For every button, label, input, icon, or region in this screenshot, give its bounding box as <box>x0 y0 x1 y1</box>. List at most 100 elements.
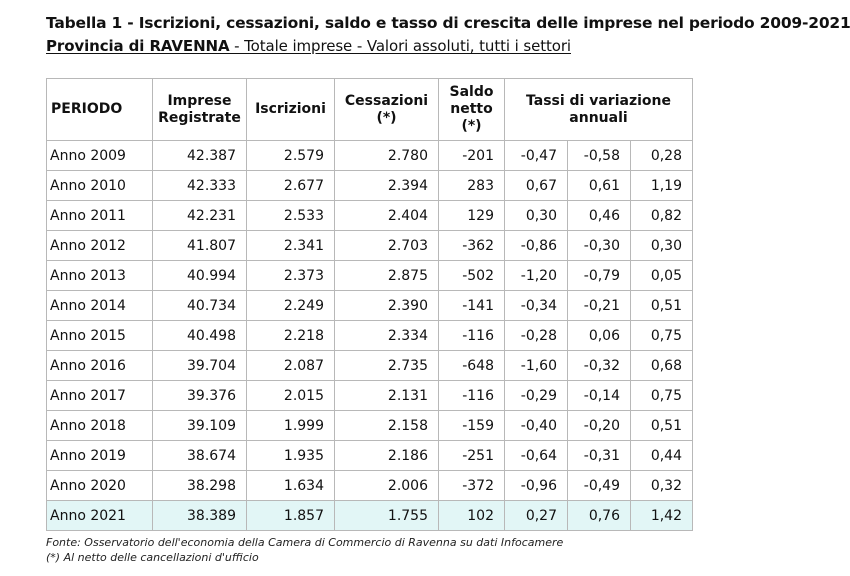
cell-saldo: 129 <box>438 200 505 231</box>
cell-imprese: 40.994 <box>152 260 247 291</box>
cell-cessazioni: 2.390 <box>334 290 439 321</box>
cell-saldo: -116 <box>438 320 505 351</box>
cell-t1: -0,64 <box>504 440 568 471</box>
cell-t2: -0,21 <box>567 290 631 321</box>
cell-imprese: 42.387 <box>152 140 247 171</box>
cell-t1: 0,67 <box>504 170 568 201</box>
cell-t3: 0,51 <box>630 410 693 441</box>
cell-imprese: 39.109 <box>152 410 247 441</box>
cell-t3: 0,32 <box>630 470 693 501</box>
cell-iscrizioni: 1.634 <box>246 470 335 501</box>
cell-iscrizioni: 1.935 <box>246 440 335 471</box>
cell-imprese: 38.298 <box>152 470 247 501</box>
cell-cessazioni: 2.334 <box>334 320 439 351</box>
table-row: Anno 2010 42.333 2.677 2.394 283 0,67 0,61 1,19 <box>46 170 693 201</box>
cell-saldo: -648 <box>438 350 505 381</box>
cell-t1: -0,47 <box>504 140 568 171</box>
cell-periodo: Anno 2019 <box>46 440 153 471</box>
cell-imprese: 39.704 <box>152 350 247 381</box>
cell-saldo: -201 <box>438 140 505 171</box>
cell-saldo: -372 <box>438 470 505 501</box>
cell-periodo: Anno 2014 <box>46 290 153 321</box>
cell-iscrizioni: 2.087 <box>246 350 335 381</box>
table-row: Anno 2016 39.704 2.087 2.735 -648 -1,60 -0,32 0… <box>46 350 693 381</box>
cell-t3: 0,75 <box>630 320 693 351</box>
cell-t1: 0,27 <box>504 500 568 531</box>
cell-iscrizioni: 2.015 <box>246 380 335 411</box>
cell-periodo: Anno 2013 <box>46 260 153 291</box>
cell-t1: -0,34 <box>504 290 568 321</box>
cell-t2: -0,14 <box>567 380 631 411</box>
cell-t1: -0,28 <box>504 320 568 351</box>
cell-periodo: Anno 2012 <box>46 230 153 261</box>
header-cessazioni: Cessazioni (*) <box>334 78 439 141</box>
subtitle-rest: - Totale imprese - Valori assoluti, tutt… <box>229 37 571 55</box>
data-table: PERIODO Imprese Registrate Iscrizioni Ce… <box>46 78 693 531</box>
cell-saldo: -159 <box>438 410 505 441</box>
cell-t3: 0,28 <box>630 140 693 171</box>
table-row: Anno 2009 42.387 2.579 2.780 -201 -0,47 -0,58 0… <box>46 140 693 171</box>
cell-iscrizioni: 2.249 <box>246 290 335 321</box>
cell-periodo: Anno 2017 <box>46 380 153 411</box>
header-imprese: Imprese Registrate <box>152 78 247 141</box>
cell-t2: -0,58 <box>567 140 631 171</box>
cell-saldo: -141 <box>438 290 505 321</box>
cell-t2: -0,32 <box>567 350 631 381</box>
cell-imprese: 42.231 <box>152 200 247 231</box>
cell-saldo: 283 <box>438 170 505 201</box>
cell-t1: -1,20 <box>504 260 568 291</box>
cell-t3: 1,19 <box>630 170 693 201</box>
cell-imprese: 41.807 <box>152 230 247 261</box>
cell-cessazioni: 1.755 <box>334 500 439 531</box>
cell-t2: 0,46 <box>567 200 631 231</box>
cell-periodo: Anno 2021 <box>46 500 153 531</box>
cell-iscrizioni: 2.341 <box>246 230 335 261</box>
table-row: Anno 2015 40.498 2.218 2.334 -116 -0,28 0,06 0,… <box>46 320 693 351</box>
cell-t3: 1,42 <box>630 500 693 531</box>
header-saldo: Saldo netto (*) <box>438 78 505 141</box>
table-row: Anno 2013 40.994 2.373 2.875 -502 -1,20 -0,79 0… <box>46 260 693 291</box>
cell-imprese: 38.389 <box>152 500 247 531</box>
table-body: Anno 2009 42.387 2.579 2.780 -201 -0,47 -0,58 0… <box>46 140 693 531</box>
cell-saldo: -362 <box>438 230 505 261</box>
cell-t2: -0,31 <box>567 440 631 471</box>
cell-cessazioni: 2.735 <box>334 350 439 381</box>
cell-imprese: 39.376 <box>152 380 247 411</box>
cell-t3: 0,82 <box>630 200 693 231</box>
cell-t2: -0,79 <box>567 260 631 291</box>
cell-t2: 0,06 <box>567 320 631 351</box>
cell-t1: -0,86 <box>504 230 568 261</box>
cell-cessazioni: 2.006 <box>334 470 439 501</box>
table-title: Tabella 1 - Iscrizioni, cessazioni, sald… <box>46 14 850 32</box>
cell-cessazioni: 2.404 <box>334 200 439 231</box>
cell-t1: -0,96 <box>504 470 568 501</box>
cell-t2: -0,30 <box>567 230 631 261</box>
cell-periodo: Anno 2020 <box>46 470 153 501</box>
cell-saldo: -251 <box>438 440 505 471</box>
cell-t2: 0,76 <box>567 500 631 531</box>
cell-t3: 0,68 <box>630 350 693 381</box>
header-periodo: PERIODO <box>46 78 153 141</box>
cell-iscrizioni: 1.999 <box>246 410 335 441</box>
cell-cessazioni: 2.394 <box>334 170 439 201</box>
cell-cessazioni: 2.703 <box>334 230 439 261</box>
cell-t3: 0,05 <box>630 260 693 291</box>
cell-t3: 0,75 <box>630 380 693 411</box>
table-row: Anno 2017 39.376 2.015 2.131 -116 -0,29 -0,14 0… <box>46 380 693 411</box>
cell-periodo: Anno 2009 <box>46 140 153 171</box>
cell-imprese: 40.734 <box>152 290 247 321</box>
cell-imprese: 40.498 <box>152 320 247 351</box>
cell-periodo: Anno 2016 <box>46 350 153 381</box>
province-name: Provincia di RAVENNA <box>46 37 230 55</box>
header-tassi: Tassi di variazione annuali <box>504 78 693 141</box>
table-row: Anno 2019 38.674 1.935 2.186 -251 -0,64 -0,31 0… <box>46 440 693 471</box>
cell-t2: 0,61 <box>567 170 631 201</box>
cell-t3: 0,51 <box>630 290 693 321</box>
cell-iscrizioni: 2.579 <box>246 140 335 171</box>
cell-iscrizioni: 2.373 <box>246 260 335 291</box>
table-row: Anno 2021 38.389 1.857 1.755 102 0,27 0,76 1,42 <box>46 500 693 531</box>
cell-t2: -0,20 <box>567 410 631 441</box>
header-row: PERIODO Imprese Registrate Iscrizioni Ce… <box>46 78 693 141</box>
cell-periodo: Anno 2010 <box>46 170 153 201</box>
table-row: Anno 2012 41.807 2.341 2.703 -362 -0,86 -0,30 0… <box>46 230 693 261</box>
